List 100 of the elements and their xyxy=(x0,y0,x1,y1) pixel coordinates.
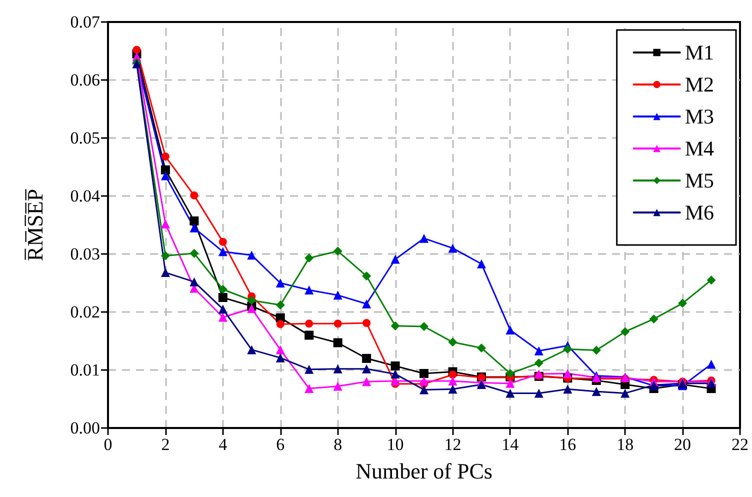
point xyxy=(534,346,544,356)
point xyxy=(304,285,314,294)
point xyxy=(304,254,314,263)
point xyxy=(218,293,228,302)
point xyxy=(362,364,372,374)
point xyxy=(333,382,342,391)
x-tick-label: 22 xyxy=(732,435,748,454)
legend-label: M2 xyxy=(684,72,714,96)
point xyxy=(304,364,314,374)
x-tick-label: 2 xyxy=(161,435,170,454)
point xyxy=(420,322,428,331)
point xyxy=(476,259,486,268)
point xyxy=(218,304,228,314)
point xyxy=(218,238,227,246)
point xyxy=(334,320,342,328)
point xyxy=(160,268,170,278)
y-tick-label: 0.03 xyxy=(70,244,100,264)
legend-label: M5 xyxy=(684,168,714,192)
y-tick-label: 0.05 xyxy=(70,128,100,148)
point xyxy=(304,330,314,340)
legend-label: M4 xyxy=(684,136,714,160)
point xyxy=(448,384,458,394)
point xyxy=(247,250,256,260)
point xyxy=(620,388,630,398)
y-tick-label: 0.07 xyxy=(70,12,100,32)
point xyxy=(706,276,716,285)
point xyxy=(563,384,572,394)
point xyxy=(190,277,199,286)
point xyxy=(161,152,170,161)
point xyxy=(276,278,285,288)
point xyxy=(218,247,228,256)
point xyxy=(448,370,457,379)
point xyxy=(276,320,284,328)
point xyxy=(448,338,458,347)
y-tick-label: 0.06 xyxy=(70,70,100,90)
point xyxy=(362,299,372,308)
point xyxy=(420,234,428,243)
point xyxy=(160,219,170,228)
point xyxy=(390,254,400,264)
point xyxy=(362,354,372,363)
x-tick-label: 18 xyxy=(616,435,634,454)
point xyxy=(362,377,372,386)
point xyxy=(592,386,601,396)
point xyxy=(190,223,199,232)
point xyxy=(420,376,428,386)
point xyxy=(506,378,515,388)
point xyxy=(620,327,630,336)
point xyxy=(362,272,372,281)
legend-label: M3 xyxy=(684,104,714,128)
point xyxy=(420,385,428,394)
x-tick-label: 14 xyxy=(502,435,520,454)
point xyxy=(678,298,688,308)
point xyxy=(160,171,170,180)
point xyxy=(563,344,572,354)
point xyxy=(390,370,400,379)
legend-label: M1 xyxy=(684,40,714,64)
point xyxy=(448,376,458,386)
x-tick-label: 16 xyxy=(559,435,576,454)
x-tick-label: 10 xyxy=(386,435,404,454)
point xyxy=(160,165,170,174)
point xyxy=(563,368,572,378)
point xyxy=(190,191,198,200)
x-tick-label: 4 xyxy=(218,435,228,454)
y-tick-label: 0.01 xyxy=(70,360,100,380)
point xyxy=(649,314,658,324)
point xyxy=(190,248,199,258)
point xyxy=(534,358,544,368)
point xyxy=(506,388,515,398)
legend-label: M6 xyxy=(684,200,714,224)
y-tick-label: 0.04 xyxy=(70,186,100,206)
point xyxy=(362,319,371,328)
point xyxy=(506,325,515,334)
point xyxy=(390,321,400,330)
point xyxy=(247,345,256,354)
x-tick-label: 12 xyxy=(444,435,462,454)
point xyxy=(304,384,314,394)
x-axis-title: Number of PCs xyxy=(356,458,492,484)
point xyxy=(534,388,544,398)
point xyxy=(390,361,400,370)
point xyxy=(218,284,228,294)
point xyxy=(592,346,601,355)
point xyxy=(333,364,342,374)
point xyxy=(132,46,141,54)
point xyxy=(448,244,458,253)
point xyxy=(247,296,256,305)
point xyxy=(276,345,285,354)
y-tick-label: 0.02 xyxy=(70,302,100,322)
point xyxy=(506,368,515,378)
point xyxy=(160,251,170,260)
y-axis-title: R̅M̅S̅E̅P̅ xyxy=(22,188,48,262)
point xyxy=(190,216,199,226)
point xyxy=(276,300,285,310)
point xyxy=(333,338,342,348)
point xyxy=(333,290,342,300)
point xyxy=(247,304,256,314)
point xyxy=(476,343,486,352)
point xyxy=(420,368,428,378)
x-tick-label: 0 xyxy=(104,435,112,454)
x-tick-label: 8 xyxy=(334,435,342,454)
point xyxy=(305,320,314,328)
